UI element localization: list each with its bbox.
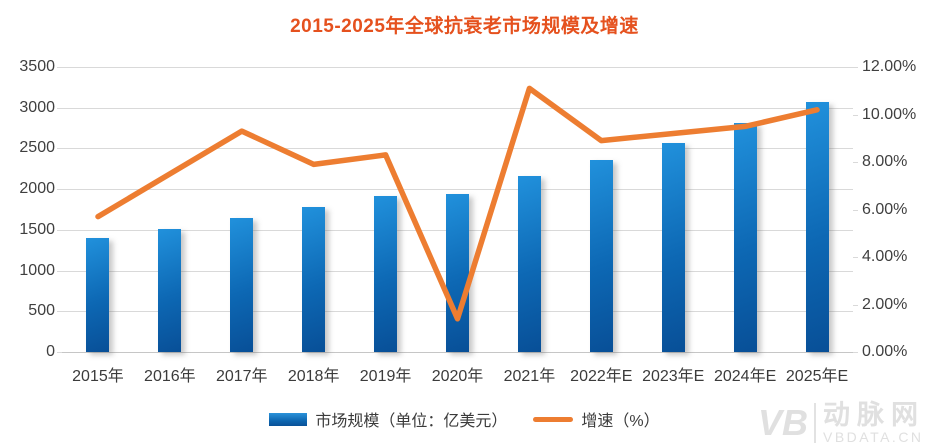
left-axis-tick-label: 1000 — [19, 261, 55, 279]
watermark: VB 动脉网 VBDATA.CN — [756, 399, 925, 445]
x-axis-label: 2017年 — [215, 368, 268, 385]
market-size-bar — [589, 160, 613, 352]
left-axis-tick-label: 500 — [28, 302, 55, 320]
market-size-bar — [661, 142, 685, 352]
left-axis-tick — [57, 229, 62, 231]
left-axis-tick — [57, 189, 62, 191]
x-axis-label: 2016年 — [144, 368, 196, 385]
vbdata-logo-icon: VB — [756, 402, 816, 443]
right-axis-tick-label: 6.00% — [862, 200, 908, 218]
right-axis-tick-label: 10.00% — [862, 105, 917, 123]
gridline — [62, 107, 853, 109]
x-axis-label: 2025年E — [785, 368, 849, 385]
market-size-bar — [158, 229, 182, 352]
left-axis-tick-label: 2500 — [19, 139, 55, 157]
gridline — [62, 189, 853, 191]
left-axis-tick — [57, 311, 62, 313]
x-axis-label: 2023年E — [642, 368, 705, 385]
right-axis-tick-label: 8.00% — [862, 153, 908, 170]
right-axis-tick — [853, 304, 858, 306]
legend-line-swatch — [533, 416, 574, 422]
plot-area — [62, 67, 853, 353]
market-size-bar — [805, 101, 829, 352]
left-axis-tick-label: 3500 — [19, 58, 55, 75]
right-axis-tick — [853, 257, 858, 258]
right-axis-tick-label: 12.00% — [862, 58, 917, 75]
x-axis-label: 2018年 — [287, 368, 340, 385]
chart-title: 2015-2025年全球抗衰老市场规模及增速 — [290, 16, 639, 37]
left-axis-tick — [57, 67, 62, 68]
gridline — [62, 67, 853, 68]
x-axis-label: 2020年 — [431, 368, 484, 385]
market-size-bar — [230, 218, 254, 352]
watermark-url: VBDATA.CN — [823, 429, 924, 445]
left-axis-tick — [57, 270, 62, 272]
right-axis-tick — [853, 114, 858, 116]
left-axis-tick-label: 1500 — [19, 220, 55, 238]
right-axis-tick — [853, 352, 858, 353]
x-axis-label: 2015年 — [72, 368, 124, 385]
right-axis-tick-label: 0.00% — [862, 343, 908, 360]
left-axis-tick — [57, 107, 62, 109]
x-axis-label: 2019年 — [359, 368, 412, 385]
left-axis-tick — [57, 352, 62, 353]
left-axis-tick-label: 0 — [46, 343, 55, 360]
left-axis-tick-label: 3000 — [19, 98, 55, 116]
x-axis-label: 2021年 — [503, 368, 556, 385]
right-axis-tick — [853, 67, 858, 68]
market-size-bar — [733, 122, 757, 352]
right-axis-tick-label: 4.00% — [862, 248, 908, 265]
legend-line-label: 增速（%） — [581, 413, 660, 430]
right-axis-tick — [853, 162, 858, 163]
left-axis-tick-label: 2000 — [19, 180, 55, 198]
right-axis-tick — [853, 209, 858, 211]
growth-rate-line — [95, 85, 820, 322]
x-axis-label: 2024年E — [713, 368, 777, 385]
x-axis-label: 2022年E — [570, 368, 633, 385]
watermark-name: 动脉网 — [823, 399, 925, 430]
market-size-bar — [86, 238, 110, 352]
market-size-bar — [374, 195, 398, 352]
legend-bar-label: 市场规模（单位：亿美元） — [315, 413, 508, 430]
legend-bar-swatch — [269, 412, 308, 426]
right-axis-tick-label: 2.00% — [862, 295, 908, 313]
market-size-bar — [302, 207, 326, 352]
left-axis-tick — [57, 148, 62, 150]
market-size-bar — [517, 175, 541, 352]
gridline — [62, 148, 853, 150]
legend: 市场规模（单位：亿美元） 增速（%） — [0, 407, 929, 431]
gridline — [62, 352, 853, 353]
